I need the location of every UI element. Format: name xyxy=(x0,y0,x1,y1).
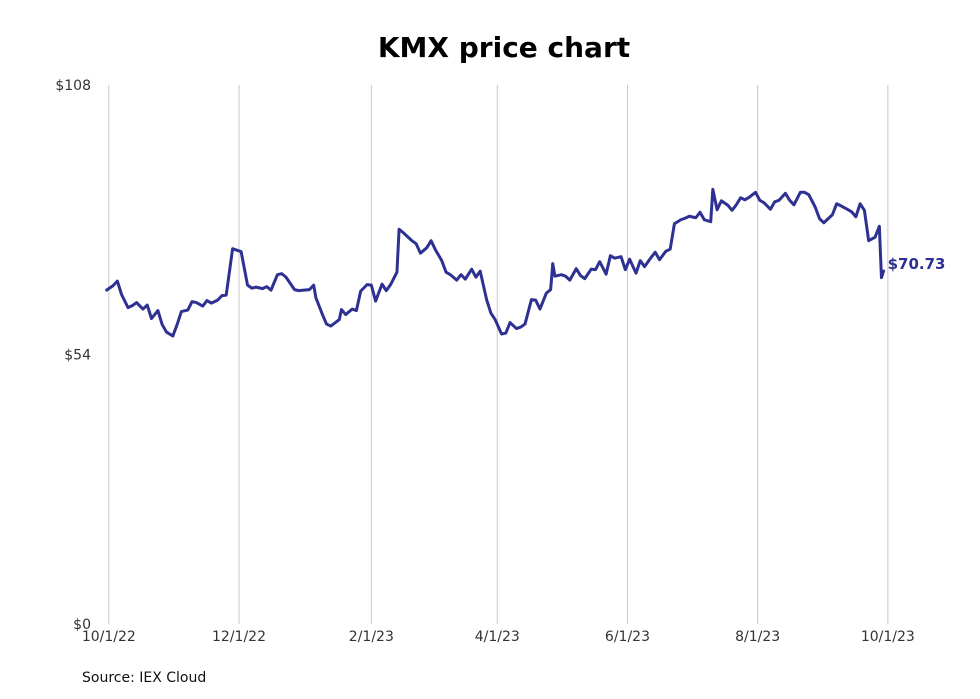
x-tick-label: 6/1/23 xyxy=(605,629,650,645)
grid-lines xyxy=(108,85,889,624)
y-axis-tick-labels: $0 $54 $108 xyxy=(55,78,91,633)
x-tick-label: 8/1/23 xyxy=(735,629,780,645)
y-tick-label: $54 xyxy=(64,348,91,364)
source-note: Source: IEX Cloud xyxy=(82,670,207,686)
x-tick-label: 10/1/23 xyxy=(861,629,915,645)
x-tick-label: 12/1/22 xyxy=(212,629,266,645)
y-tick-label: $108 xyxy=(55,78,91,94)
x-axis-tick-labels: 10/1/22 12/1/22 2/1/23 4/1/23 6/1/23 8/1/23 10… xyxy=(82,629,915,645)
x-tick-label: 2/1/23 xyxy=(349,629,394,645)
chart-title: KMX price chart xyxy=(377,31,631,64)
price-series-line xyxy=(105,187,886,338)
x-tick-label: 4/1/23 xyxy=(475,629,520,645)
x-tick-label: 10/1/22 xyxy=(82,629,136,645)
last-price-label: $70.73 xyxy=(888,255,946,273)
y-tick-label: $0 xyxy=(73,617,91,633)
